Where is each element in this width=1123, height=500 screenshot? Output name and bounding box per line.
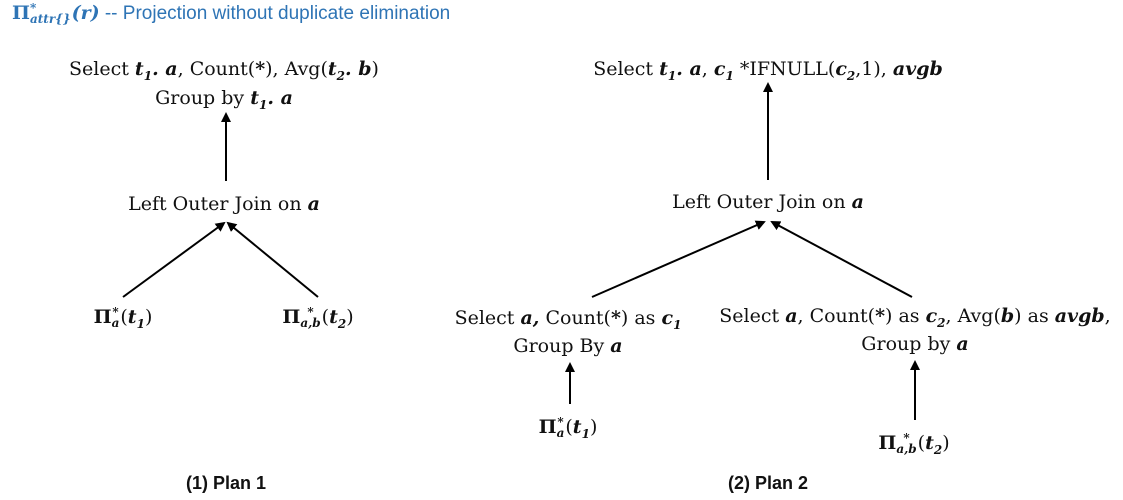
plan2-caption: (2) Plan 2 bbox=[727, 473, 809, 493]
plan2-left-agg-line1: Select a, Count(*) as c1 bbox=[454, 307, 682, 332]
plan2-right-leaf: Π * a,b (t2) bbox=[878, 431, 950, 457]
plan2-top-line: Select t1. a, c1 *IFNULL(c2,1), avgb bbox=[593, 58, 943, 83]
header-description: -- Projection without duplicate eliminat… bbox=[99, 3, 451, 24]
plan1-caption: (1) Plan 1 bbox=[185, 473, 267, 493]
plan2-arrow-left-to-join bbox=[591, 220, 766, 298]
plan2-right-agg-line1: Select a, Count(*) as c2, Avg(b) as avgb… bbox=[719, 305, 1111, 330]
plan1-top-line2: Group by t1. a bbox=[155, 87, 293, 112]
header-pi-arg: (r) bbox=[71, 2, 100, 24]
plan1-arrow-left-to-join bbox=[122, 221, 226, 298]
plan1-top-line1: Select t1. a, Count(*), Avg(t2. b) bbox=[69, 58, 379, 83]
plan2-left-agg-line2: Group By a bbox=[513, 335, 623, 357]
plan2-arrow-right-to-join bbox=[770, 221, 913, 298]
plan2-left-leaf: Π * a (t1) bbox=[538, 415, 598, 441]
header-pi-subscript: attr{} bbox=[29, 12, 71, 26]
header-pi-star: * bbox=[29, 1, 37, 15]
header-pi: Π bbox=[12, 2, 30, 24]
plan2-right-agg-line2: Group by a bbox=[861, 333, 969, 355]
plan1-arrow-right-to-join bbox=[226, 221, 319, 298]
plan1-left-leaf: Π * a (t1) bbox=[93, 305, 153, 331]
plan1-join-node: Left Outer Join on a bbox=[128, 193, 320, 215]
plan1-right-leaf: Π * a,b (t2) bbox=[282, 305, 354, 331]
plan2-join-node: Left Outer Join on a bbox=[672, 191, 864, 213]
header-title: Π * attr{} (r) -- Projection without duplic… bbox=[12, 2, 450, 25]
